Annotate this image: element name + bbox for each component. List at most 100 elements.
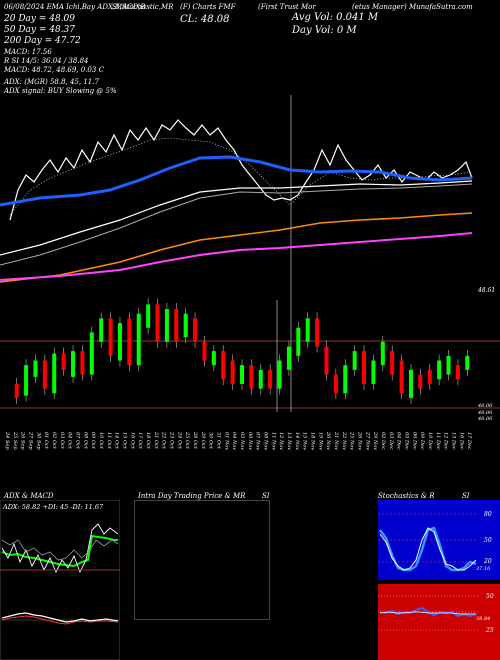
date-tick-label: 04 Nov [231, 432, 237, 450]
date-tick-label: 28 Oct [192, 431, 198, 450]
candle [258, 369, 263, 389]
date-tick-label: 09 Dec [419, 432, 425, 450]
stochastic-panel: 80 50 20 37.16 50 25 38.84 [378, 500, 500, 660]
date-tick-label: 26 Nov [357, 431, 363, 450]
candle [164, 309, 169, 342]
date-tick-label: 27 Sep [28, 431, 34, 450]
price-low-label-3: 48.06 [477, 416, 493, 422]
candle [427, 369, 432, 384]
date-tick-label: 01 Oct [43, 432, 49, 450]
symbol-label: (F) Charts FMF [180, 3, 236, 11]
candle [343, 365, 348, 394]
candle [71, 351, 76, 377]
date-tick-label: 05 Nov [239, 432, 245, 450]
candle [296, 327, 301, 356]
main-chart: 48.61 48.06 48.06 48.06 24 Sep 25 Sep 26 S… [0, 95, 500, 450]
candle [193, 318, 198, 342]
candle [202, 341, 207, 361]
candle [99, 318, 104, 342]
date-tick-label: 18 Nov [310, 432, 316, 450]
candle [324, 346, 329, 375]
date-tick-label: 15 Nov [302, 432, 308, 450]
right-price-label: 48.61 [477, 287, 495, 294]
date-tick-label: 29 Nov [372, 431, 378, 450]
candle [127, 318, 132, 366]
date-tick-label: 22 Oct [161, 431, 167, 450]
date-tick-label: 19 Nov [317, 432, 323, 450]
date-tick-label: 04 Oct [67, 432, 73, 450]
price-line-white [9, 119, 473, 221]
candle [437, 360, 442, 380]
date-tick-label: 03 Dec [388, 432, 394, 450]
date-tick-label: 30 Sep [35, 432, 41, 450]
date-tick-label: 14 Nov [294, 432, 300, 450]
date-tick-label: 05 Dec [404, 432, 410, 450]
adx-signal: ADX signal: BUY Slowing @ 5% [4, 87, 117, 95]
date-tick-label: 13 Dec [451, 432, 457, 450]
date-tick-label: 02 Dec [380, 432, 386, 450]
date-tick-label: 10 Oct [98, 432, 104, 450]
date-tick-label: 22 Nov [341, 431, 347, 450]
ema20-line [0, 155, 473, 207]
fund-name-2: (etus Manager) MunafaSutra.com [352, 3, 473, 11]
adx-gray-line [1, 539, 119, 561]
rsi-note: 38.84 [476, 616, 490, 622]
candle [33, 360, 38, 377]
date-tick-label: 30 Oct [208, 432, 214, 450]
candle [399, 360, 404, 394]
candle [146, 304, 151, 328]
avg-vol-label: Avg Vol: 0.041 M [292, 12, 379, 23]
adx-values-label: ADX: 58.82 +DI: 45 -DI: 11.67 [2, 503, 104, 511]
date-tick-label: 24 Sep [4, 431, 10, 450]
date-tick-label: 08 Oct [82, 432, 88, 450]
adx-white-line [1, 523, 119, 574]
candle [455, 365, 460, 380]
candle [24, 365, 29, 396]
candle [390, 351, 395, 375]
candle [230, 360, 235, 384]
date-tick-label: 10 Dec [427, 432, 433, 450]
intraday-panel [134, 500, 270, 620]
date-tick-label: 18 Oct [145, 432, 151, 450]
si-value: R SI 14/5: 36.04 / 38.84 [4, 57, 89, 65]
rsi-tick-50: 50 [486, 593, 494, 600]
stoch-d-line [379, 527, 477, 571]
stoch-si-label: SI [462, 492, 470, 500]
candle [80, 351, 85, 375]
adx-panel-title: ADX & MACD [4, 492, 54, 500]
date-tick-label: 08 Nov [263, 432, 269, 450]
date-tick-label: 09 Oct [90, 432, 96, 450]
stoch-tick-20: 20 [483, 558, 492, 565]
ema200-line [0, 232, 473, 281]
date-tick-label: 02 Oct [51, 432, 57, 450]
date-tick-label: 16 Oct [129, 432, 135, 450]
date-tick-label: 12 Dec [443, 432, 449, 450]
date-tick-label: 13 Nov [286, 432, 292, 450]
ema100-line [0, 212, 473, 283]
close-label: CL: 48.08 [180, 14, 230, 25]
rsi-tick-25: 25 [485, 627, 494, 634]
date-tick-label: 06 Nov [247, 432, 253, 450]
date-tick-label: 06 Dec [411, 432, 417, 450]
candle [418, 374, 423, 389]
day-vol-label: Day Vol: 0 M [292, 25, 357, 36]
ema50-line-b [0, 183, 473, 266]
macd-red-line [1, 615, 119, 625]
candle [89, 332, 94, 375]
date-tick-label: 21 Oct [153, 431, 159, 450]
date-tick-label: 14 Oct [114, 432, 120, 450]
rsi-background [378, 584, 500, 660]
date-tick-label: 16 Dec [458, 432, 464, 450]
date-tick-label: 03 Oct [59, 432, 65, 450]
candle [465, 355, 470, 370]
candle [333, 374, 338, 394]
date-tick-label: 23 Oct [169, 431, 175, 450]
date-tick-label: 17 Oct [137, 432, 143, 450]
stoch-note: 37.16 [476, 566, 491, 572]
ema200-label: 200 Day = 47.72 [4, 36, 81, 46]
fund-name: (First Trust Mor [258, 3, 316, 11]
rsi-white-line [379, 611, 476, 615]
candle [408, 369, 413, 398]
candle [268, 369, 273, 389]
date-tick-label: 21 Nov [333, 431, 339, 450]
